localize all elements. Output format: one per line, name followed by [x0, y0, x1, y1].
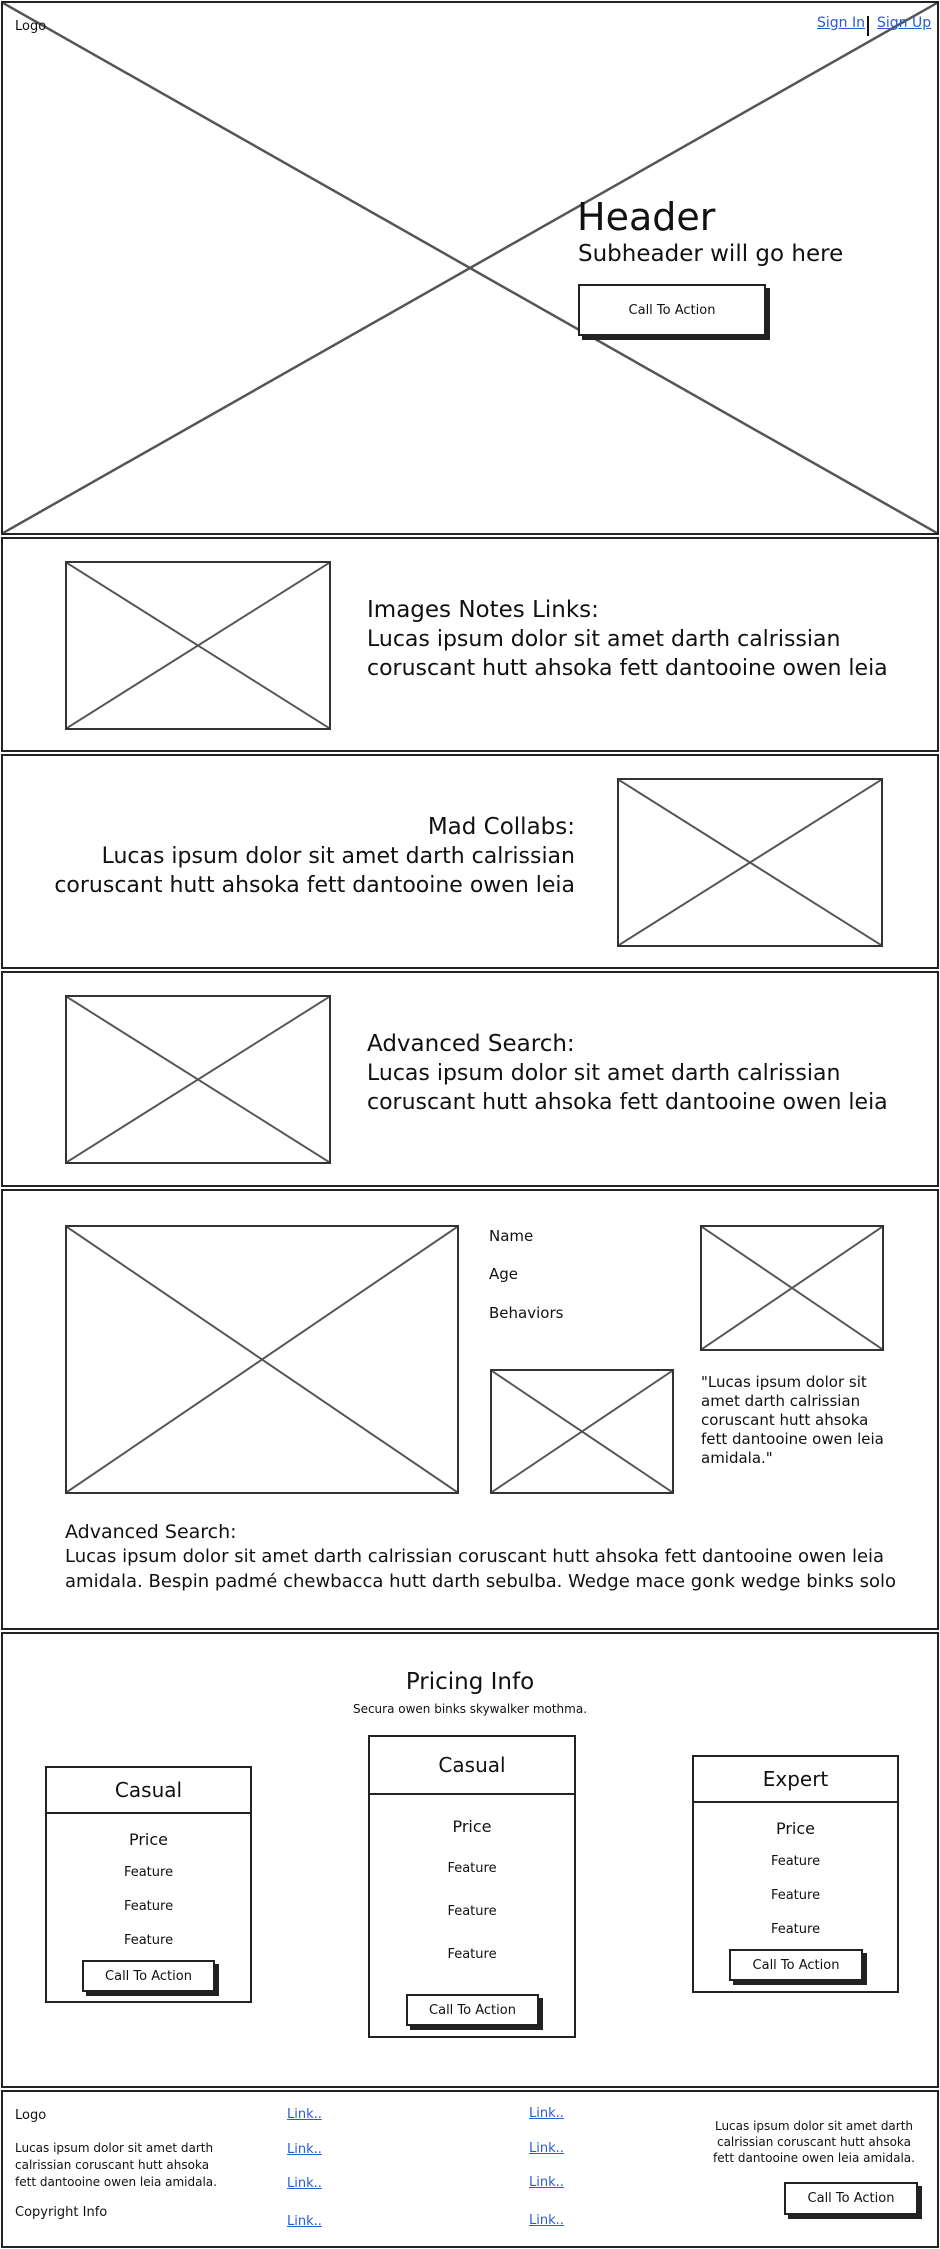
image-placeholder-cross-icon	[492, 1371, 672, 1492]
footer-link[interactable]: Link..	[287, 2214, 322, 2229]
section-body-line: coruscant hutt ahsoka fett dantooine owe…	[367, 656, 888, 681]
pricing-card-feature: Feature	[447, 1861, 497, 1876]
footer-link[interactable]: Link..	[529, 2106, 564, 2121]
section-body-line: Lucas ipsum dolor sit amet darth calriss…	[101, 844, 575, 869]
footer-link[interactable]: Link..	[287, 2107, 322, 2122]
section-title: Mad Collabs:	[427, 814, 575, 840]
pricing-card-cta-button[interactable]: Call To Action	[406, 1994, 539, 2026]
section-title: Images Notes Links:	[367, 597, 599, 623]
pricing-card-cta-button[interactable]: Call To Action	[82, 1960, 215, 1992]
footer-copyright: Copyright Info	[15, 2205, 108, 2220]
footer-link[interactable]: Link..	[529, 2213, 564, 2228]
hero-subtitle: Subheader will go here	[578, 241, 844, 267]
footer-right-text: Lucas ipsum dolor sit amet darth calriss…	[699, 2118, 929, 2166]
feature-image-placeholder	[65, 995, 331, 1164]
profile-quote-line: "Lucas ipsum dolor sit	[701, 1373, 867, 1391]
section-title: Advanced Search:	[367, 1031, 575, 1057]
footer-right-line: fett dantooine owen leia amidala.	[713, 2151, 915, 2165]
pricing-card-feature: Feature	[447, 1947, 497, 1962]
image-placeholder-cross-icon	[619, 780, 881, 945]
footer-link[interactable]: Link..	[529, 2175, 564, 2190]
section-body-line: Lucas ipsum dolor sit amet darth calriss…	[367, 627, 841, 652]
profile-quote-line: amet darth calrissian	[701, 1392, 861, 1410]
hero-cta-button[interactable]: Call To Action	[578, 284, 766, 336]
pricing-section: Pricing Info Secura owen binks skywalker…	[1, 1632, 939, 2088]
hero-section: Logo Sign In Sign Up Header Subheader wi…	[1, 1, 939, 535]
footer-cta-button[interactable]: Call To Action	[784, 2182, 918, 2215]
profile-name-label: Name	[489, 1227, 534, 1245]
pricing-card-feature: Feature	[447, 1904, 497, 1919]
pricing-card-feature: Feature	[123, 1899, 174, 1914]
image-placeholder-cross-icon	[702, 1227, 882, 1349]
pricing-card-feature: Feature	[770, 1888, 821, 1903]
profile-main-image-placeholder	[65, 1225, 459, 1494]
pricing-card-price: Price	[452, 1817, 492, 1836]
pricing-card-casual-featured: Casual Price Feature Feature Feature Cal…	[368, 1735, 576, 2038]
footer-logo[interactable]: Logo	[15, 2108, 47, 2123]
footer-right-line: calrissian coruscant hutt ahsoka	[716, 2135, 912, 2149]
profile-section: Name Age Behaviors "Lucas ipsum dolor si…	[1, 1189, 939, 1630]
footer-link[interactable]: Link..	[287, 2142, 322, 2157]
nav-divider	[867, 16, 869, 36]
footer-about: Lucas ipsum dolor sit amet darth calriss…	[15, 2140, 217, 2191]
pricing-card-title: Casual	[47, 1768, 250, 1814]
profile-avatar-image-placeholder	[700, 1225, 884, 1351]
pricing-card-feature: Feature	[123, 1933, 174, 1948]
hero-title: Header	[577, 195, 716, 239]
footer-about-line: Lucas ipsum dolor sit amet darth	[15, 2141, 214, 2155]
profile-age-label: Age	[489, 1265, 519, 1283]
footer-link[interactable]: Link..	[529, 2141, 564, 2156]
pricing-card-price: Price	[128, 1830, 169, 1849]
pricing-card-title: Casual	[370, 1737, 574, 1795]
feature-image-placeholder	[65, 561, 331, 730]
hero-background-image-placeholder	[3, 3, 937, 533]
section-body-line: Lucas ipsum dolor sit amet darth calriss…	[367, 1061, 841, 1086]
feature-section-images: Images Notes Links: Lucas ipsum dolor si…	[1, 537, 939, 752]
section-body-line: coruscant hutt ahsoka fett dantooine owe…	[367, 1090, 888, 1115]
profile-quote: "Lucas ipsum dolor sit amet darth calris…	[701, 1373, 884, 1468]
image-placeholder-cross-icon	[3, 3, 937, 533]
pricing-card-cta-button[interactable]: Call To Action	[729, 1949, 863, 1981]
feature-section-collabs: Mad Collabs: Lucas ipsum dolor sit amet …	[1, 754, 939, 969]
image-placeholder-cross-icon	[67, 1227, 457, 1492]
profile-search-body-line: amidala. Bespin padmé chewbacca hutt dar…	[65, 1571, 896, 1592]
feature-image-placeholder	[617, 778, 883, 947]
pricing-card-title: Expert	[694, 1757, 897, 1803]
profile-quote-line: amidala."	[701, 1449, 773, 1467]
pricing-title: Pricing Info	[405, 1669, 535, 1695]
section-body-line: coruscant hutt ahsoka fett dantooine owe…	[54, 873, 575, 898]
sign-up-link[interactable]: Sign Up	[877, 15, 932, 31]
footer-right-line: Lucas ipsum dolor sit amet darth	[714, 2119, 914, 2133]
feature-section-search: Advanced Search: Lucas ipsum dolor sit a…	[1, 971, 939, 1187]
pricing-subtitle: Secura owen binks skywalker mothma.	[352, 1702, 588, 1716]
pricing-card-feature: Feature	[770, 1854, 821, 1869]
pricing-card-expert: Expert Price Feature Feature Feature Cal…	[692, 1755, 899, 1993]
pricing-card-casual: Casual Price Feature Feature Feature Cal…	[45, 1766, 252, 2003]
footer-about-line: calrissian coruscant hutt ahsoka	[15, 2158, 210, 2172]
profile-search-title: Advanced Search:	[65, 1521, 237, 1543]
profile-behaviors-label: Behaviors	[489, 1304, 564, 1322]
image-placeholder-cross-icon	[67, 563, 329, 728]
footer: Logo Lucas ipsum dolor sit amet darth ca…	[1, 2090, 939, 2248]
pricing-card-price: Price	[775, 1819, 816, 1838]
profile-search-body-line: Lucas ipsum dolor sit amet darth calriss…	[65, 1546, 885, 1567]
footer-link[interactable]: Link..	[287, 2176, 322, 2191]
profile-secondary-image-placeholder	[490, 1369, 674, 1494]
profile-quote-line: fett dantooine owen leia	[701, 1430, 884, 1448]
pricing-card-feature: Feature	[123, 1865, 174, 1880]
footer-about-line: fett dantooine owen leia amidala.	[15, 2175, 217, 2189]
pricing-card-feature: Feature	[770, 1922, 821, 1937]
sign-in-link[interactable]: Sign In	[817, 15, 865, 31]
image-placeholder-cross-icon	[67, 997, 329, 1162]
hero-logo[interactable]: Logo	[15, 19, 47, 34]
profile-quote-line: coruscant hutt ahsoka	[701, 1411, 869, 1429]
